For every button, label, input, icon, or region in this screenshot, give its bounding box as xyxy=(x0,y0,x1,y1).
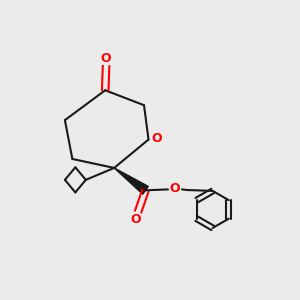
Text: O: O xyxy=(152,132,162,145)
Text: O: O xyxy=(101,52,111,65)
Polygon shape xyxy=(114,168,148,194)
Text: O: O xyxy=(130,213,141,226)
Text: O: O xyxy=(170,182,180,195)
